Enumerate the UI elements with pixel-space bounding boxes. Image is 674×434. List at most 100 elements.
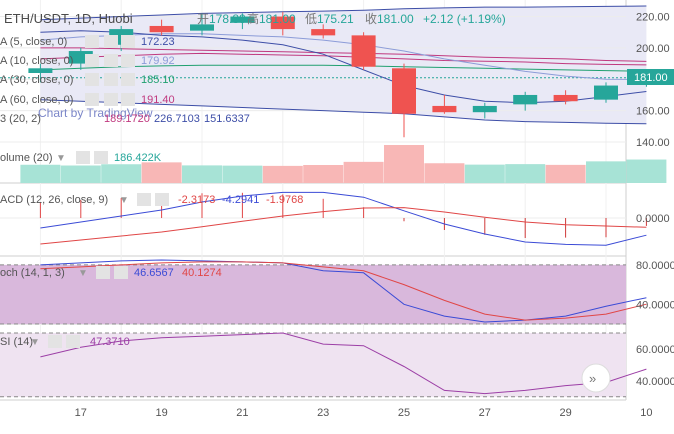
macd-signal-line <box>40 207 647 245</box>
volume-bar <box>343 161 384 183</box>
ohlc-open: 178.88 <box>209 12 246 26</box>
ma30-gear-icon[interactable] <box>104 73 118 86</box>
bb-legend[interactable]: 3 (20, 2) <box>0 113 41 125</box>
price-axis-tick: 220.00 <box>636 12 670 24</box>
ma10-value: 179.92 <box>141 55 175 67</box>
candle-body <box>190 24 214 31</box>
volume-chevron-icon[interactable]: ▼ <box>56 153 66 164</box>
stoch-axis-tick: 40.0000 <box>636 299 674 311</box>
candle-body <box>351 35 376 67</box>
time-axis-tick: 27 <box>479 407 491 419</box>
macd-hist-value: -2.3173 <box>178 194 215 206</box>
rsi-legend[interactable]: SI (14) <box>0 336 33 348</box>
time-axis-tick: 23 <box>317 407 329 419</box>
ma5-value: 172.23 <box>141 36 175 48</box>
macd-signal-value: -1.9768 <box>266 194 303 206</box>
ma5-close-icon[interactable] <box>121 35 135 48</box>
rsi-close-icon[interactable] <box>66 335 80 348</box>
ma60-eye-icon[interactable] <box>85 93 99 106</box>
time-axis-tick: 10 <box>640 407 652 419</box>
double-chevron-right-icon[interactable]: » <box>589 371 596 386</box>
stoch-close-icon[interactable] <box>114 266 128 279</box>
ma10-gear-icon[interactable] <box>104 54 118 67</box>
ma10-legend[interactable]: A (10, close, 0) <box>0 55 73 67</box>
ma60-gear-icon[interactable] <box>104 93 118 106</box>
stoch-k-line <box>40 259 647 323</box>
stoch-band-fill <box>0 264 626 324</box>
volume-bar <box>60 165 101 183</box>
chart-legends: ETH/USDT, 1D, Huobi 开 178.88 高 181.00 低 … <box>0 11 506 348</box>
volume-gear-icon[interactable] <box>76 151 90 164</box>
ma30-eye-icon[interactable] <box>85 73 99 86</box>
ohlc-close-label: 收 <box>365 12 377 26</box>
ohlc-high: 181.00 <box>259 12 296 26</box>
scroll-to-realtime-button[interactable]: » <box>581 363 611 393</box>
last-price-tag-text: 181.00 <box>634 72 668 84</box>
symbol-title[interactable]: ETH/USDT, 1D, Huobi <box>4 11 133 26</box>
bb-lower-line <box>40 99 647 125</box>
ma10-eye-icon[interactable] <box>85 54 99 67</box>
stoch-d-line <box>40 261 647 321</box>
macd-line-value: -4.2941 <box>222 194 259 206</box>
candle-body <box>432 105 457 113</box>
scroll-to-realtime-circle[interactable] <box>581 363 611 393</box>
macd-gear-icon[interactable] <box>137 193 151 206</box>
bb-basis-line <box>40 52 647 66</box>
ma30-legend[interactable]: A (30, close, 0) <box>0 74 73 86</box>
candle-body <box>392 68 416 114</box>
candle-body <box>230 16 255 23</box>
volume-close-icon[interactable] <box>94 151 108 164</box>
stoch-legend[interactable]: och (14, 1, 3) <box>0 267 65 279</box>
stoch-gear-icon[interactable] <box>96 266 110 279</box>
candle-body <box>149 25 174 33</box>
macd-close-icon[interactable] <box>155 193 169 206</box>
chart-marks <box>20 5 667 395</box>
volume-bar <box>424 163 465 183</box>
time-axis-tick: 17 <box>75 407 87 419</box>
volume-bar <box>626 159 667 183</box>
time-axis-tick: 19 <box>155 407 167 419</box>
price-axis-tick: 160.00 <box>636 106 670 118</box>
volume-bar <box>101 164 142 183</box>
stoch-axis-tick: 80.0000 <box>636 260 674 272</box>
time-axis-tick: 29 <box>559 407 571 419</box>
rsi-value: 47.3710 <box>90 336 130 348</box>
ohlc-low: 175.21 <box>317 12 354 26</box>
candle-body <box>553 94 578 102</box>
macd-legend[interactable]: ACD (12, 26, close, 9) <box>0 194 108 206</box>
volume-bar <box>303 165 344 183</box>
macd-chevron-icon[interactable]: ▼ <box>119 195 129 206</box>
ohlc-change: +2.12 (+1.19%) <box>423 12 506 26</box>
rsi-chevron-icon[interactable]: ▼ <box>30 337 40 348</box>
rsi-axis-tick: 40.0000 <box>636 376 674 388</box>
ma5-legend[interactable]: A (5, close, 0) <box>0 36 67 48</box>
volume-bar <box>222 165 263 183</box>
ma30-close-icon[interactable] <box>121 73 135 86</box>
time-axis-tick: 21 <box>236 407 248 419</box>
volume-bar <box>464 164 505 183</box>
ma30-value: 185.10 <box>141 74 175 86</box>
price-axis-tick: 140.00 <box>636 137 670 149</box>
ma10-line <box>40 33 647 80</box>
ma10-close-icon[interactable] <box>121 54 135 67</box>
price-axis-tick: 200.00 <box>636 43 670 55</box>
volume-bar <box>384 145 424 183</box>
candle-body <box>28 68 53 73</box>
ma60-line <box>40 47 647 62</box>
last-price-tag-bg <box>627 69 674 85</box>
volume-bar <box>586 161 626 183</box>
rsi-gear-icon[interactable] <box>48 335 62 348</box>
ma60-legend[interactable]: A (60, close, 0) <box>0 94 73 106</box>
last-price-tag: 181.00 <box>627 69 674 85</box>
volume-legend[interactable]: olume (20) <box>0 152 53 164</box>
volume-bar <box>505 164 546 183</box>
ma60-close-icon[interactable] <box>121 93 135 106</box>
volume-bar <box>182 165 222 183</box>
ohlc-low-label: 低 <box>305 12 317 26</box>
bb-upper-value: 226.7103 <box>154 113 200 125</box>
ma30-line <box>40 64 647 72</box>
ma5-gear-icon[interactable] <box>104 35 118 48</box>
ma5-eye-icon[interactable] <box>85 35 99 48</box>
stoch-chevron-icon[interactable]: ▼ <box>78 268 88 279</box>
